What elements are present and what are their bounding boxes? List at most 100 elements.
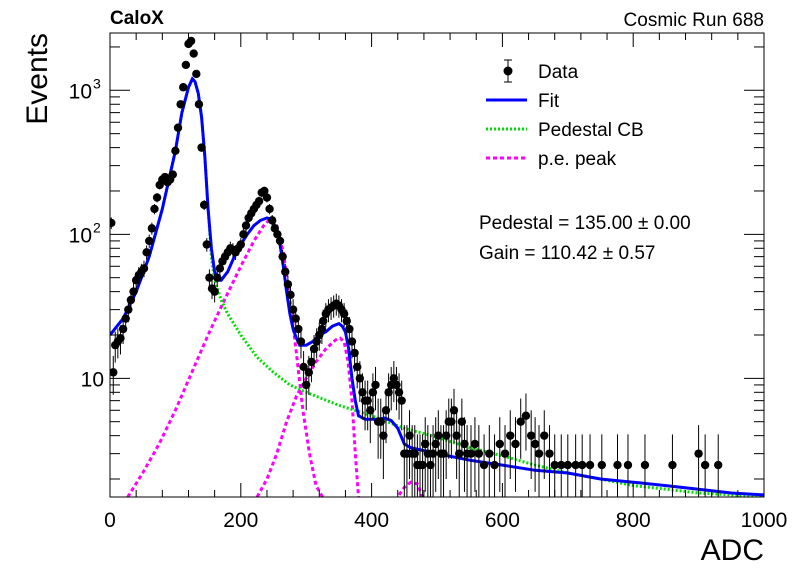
- data-marker: [500, 449, 510, 458]
- data-point: [179, 83, 188, 92]
- data-marker: [150, 204, 159, 214]
- data-point: [186, 36, 196, 46]
- data-marker: [304, 368, 314, 377]
- data-point: [197, 143, 206, 152]
- data-marker: [236, 240, 245, 249]
- data-point: [426, 434, 435, 497]
- y-tick-label: 10: [69, 224, 92, 247]
- data-marker: [597, 460, 607, 470]
- data-marker: [189, 49, 198, 58]
- data-point: [260, 186, 269, 196]
- data-marker: [181, 60, 191, 70]
- data-marker: [447, 417, 456, 426]
- data-marker: [457, 417, 467, 426]
- data-marker: [466, 449, 476, 458]
- data-marker: [260, 186, 269, 196]
- legend-label: Pedestal CB: [538, 120, 644, 141]
- data-point: [171, 146, 180, 156]
- data-marker: [309, 344, 319, 354]
- data-marker: [186, 36, 196, 46]
- data-point: [189, 49, 198, 58]
- data-point: [597, 434, 607, 497]
- data-marker: [521, 411, 531, 420]
- data-marker: [434, 431, 443, 440]
- data-marker: [397, 396, 406, 405]
- x-tick-label: 0: [104, 509, 116, 532]
- data-point: [110, 217, 116, 229]
- data-point: [457, 398, 467, 459]
- x-tick-label: 400: [354, 509, 389, 532]
- data-marker: [350, 348, 359, 358]
- data-marker: [495, 439, 504, 449]
- data-point: [353, 351, 362, 389]
- data-marker: [460, 439, 469, 449]
- data-point: [236, 238, 245, 252]
- data-marker: [126, 295, 136, 305]
- y-tick-label: 10: [81, 368, 104, 391]
- data-marker: [118, 324, 128, 334]
- data-marker: [265, 204, 274, 214]
- data-point: [275, 234, 285, 248]
- data-point: [384, 373, 393, 420]
- data-marker: [202, 240, 211, 249]
- data-marker: [179, 83, 188, 92]
- data-point: [145, 234, 154, 248]
- data-point: [213, 269, 222, 288]
- data-marker: [278, 252, 287, 261]
- data-marker: [623, 460, 633, 470]
- data-marker: [142, 248, 151, 257]
- data-point: [389, 361, 399, 403]
- data-point: [181, 60, 191, 70]
- data-marker: [194, 100, 204, 109]
- data-point: [281, 263, 290, 281]
- data-marker: [345, 324, 354, 334]
- data-point: [194, 100, 204, 109]
- data-marker: [366, 406, 375, 415]
- data-marker: [116, 333, 125, 343]
- data-point: [455, 425, 464, 497]
- data-point: [506, 410, 515, 480]
- data-marker: [585, 460, 595, 470]
- data-marker: [110, 368, 118, 377]
- data-marker: [376, 417, 385, 426]
- data-marker: [358, 388, 367, 397]
- data-marker: [700, 460, 710, 470]
- data-marker: [197, 143, 206, 152]
- data-point: [563, 434, 572, 497]
- data-point: [577, 434, 587, 497]
- data-marker: [368, 388, 378, 397]
- legend-label: Data: [538, 62, 579, 83]
- legend-entry-fit: Fit: [486, 91, 560, 112]
- data-marker: [192, 69, 201, 79]
- data-marker: [577, 460, 587, 470]
- data-point: [397, 380, 406, 431]
- data-point: [379, 410, 388, 480]
- data-point: [358, 373, 367, 420]
- data-point: [545, 425, 554, 497]
- data-marker: [379, 431, 388, 440]
- x-tick-label: 600: [485, 509, 520, 532]
- data-point: [150, 204, 159, 215]
- data-marker: [302, 380, 311, 390]
- data-marker: [540, 431, 549, 440]
- data-marker: [199, 200, 209, 210]
- data-marker: [545, 449, 554, 458]
- data-marker: [294, 324, 303, 334]
- data-point: [613, 434, 622, 497]
- data-point: [267, 215, 277, 227]
- data-point: [296, 328, 306, 359]
- data-marker: [381, 406, 391, 415]
- data-marker: [241, 221, 251, 230]
- data-marker: [431, 439, 440, 449]
- data-point: [394, 373, 404, 420]
- data-point: [466, 425, 476, 497]
- data-point: [129, 282, 138, 303]
- data-marker: [291, 314, 300, 323]
- data-marker: [392, 380, 401, 390]
- data-point: [623, 434, 633, 497]
- data-marker: [145, 236, 154, 246]
- data-marker: [288, 305, 298, 314]
- data-point: [363, 380, 372, 431]
- x-tick-label: 200: [223, 509, 258, 532]
- data-marker: [550, 460, 559, 470]
